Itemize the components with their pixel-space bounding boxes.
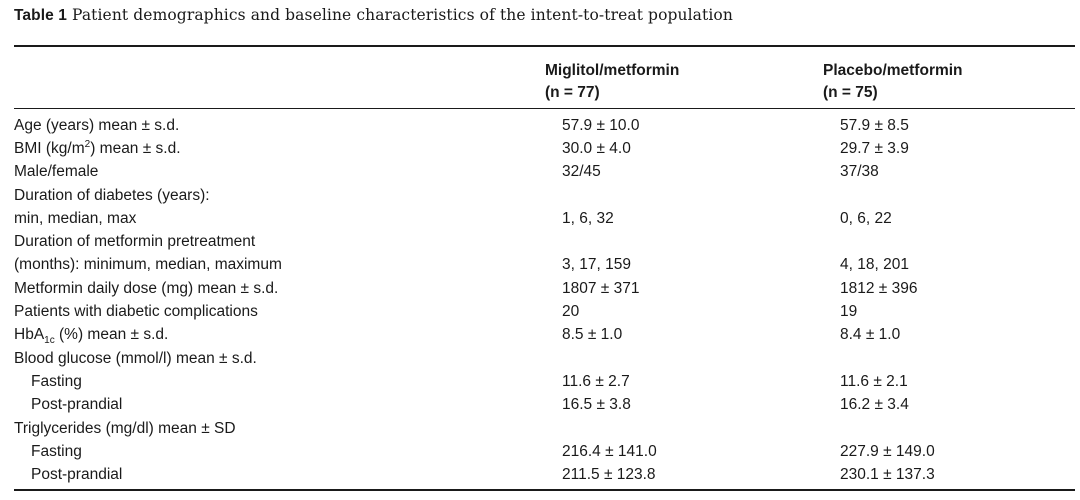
cell-placebo: 11.6 ± 2.1 — [840, 372, 908, 390]
table-caption: Table 1 Patient demographics and baselin… — [14, 6, 733, 25]
cell-miglitol: 20 — [562, 303, 580, 321]
table-row: Patients with diabetic complications 20 … — [14, 300, 1075, 323]
column-header-n: (n = 75) — [823, 84, 878, 101]
row-label-text: (%) mean ± s.d. — [54, 326, 169, 344]
cell-miglitol — [562, 230, 840, 253]
row-label: BMI (kg/m2) mean ± s.d. — [14, 137, 562, 160]
cell-miglitol: 30.0 ± 4.0 — [562, 139, 631, 157]
table-row: Metformin daily dose (mg) mean ± s.d. 18… — [14, 277, 1075, 300]
row-label: Fasting — [31, 442, 82, 460]
cell-miglitol: 8.5 ± 1.0 — [562, 326, 623, 344]
cell-placebo: 57.9 ± 8.5 — [840, 116, 909, 134]
cell-miglitol: 57.9 ± 10.0 — [562, 116, 640, 134]
table-title: Patient demographics and baseline charac… — [72, 6, 733, 24]
cell-miglitol: 32/45 — [562, 163, 601, 181]
table-row: min, median, max 1, 6, 32 0, 6, 22 — [14, 207, 1075, 230]
header-rule — [14, 108, 1075, 109]
cell-placebo — [840, 184, 1075, 207]
cell-placebo: 16.2 ± 3.4 — [840, 396, 909, 414]
cell-placebo — [840, 230, 1075, 253]
row-label: Metformin daily dose (mg) mean ± s.d. — [14, 279, 279, 297]
row-label: Patients with diabetic complications — [14, 303, 258, 321]
cell-placebo: 230.1 ± 137.3 — [840, 466, 935, 484]
table-row: Duration of diabetes (years): — [14, 184, 1075, 207]
table-row: Duration of metformin pretreatment — [14, 230, 1075, 253]
cell-placebo: 4, 18, 201 — [840, 256, 909, 274]
table-row: (months): minimum, median, maximum 3, 17… — [14, 254, 1075, 277]
row-label: Post-prandial — [31, 396, 123, 414]
cell-placebo — [840, 347, 1075, 370]
column-header-name: Placebo/metformin — [823, 62, 963, 79]
row-label: Age (years) mean ± s.d. — [14, 116, 180, 134]
column-header-n: (n = 77) — [545, 84, 600, 101]
cell-miglitol: 3, 17, 159 — [562, 256, 631, 274]
row-label-text: BMI (kg/m — [14, 139, 85, 157]
row-label: Male/female — [14, 163, 99, 181]
cell-placebo: 1812 ± 396 — [840, 279, 918, 297]
row-label: Duration of metformin pretreatment — [14, 233, 256, 251]
bottom-rule — [14, 489, 1075, 491]
cell-placebo: 0, 6, 22 — [840, 209, 892, 227]
row-label-text: HbA — [14, 326, 45, 344]
table-row: Fasting 216.4 ± 141.0 227.9 ± 149.0 — [14, 440, 1075, 463]
row-label: Blood glucose (mmol/l) mean ± s.d. — [14, 349, 257, 367]
cell-miglitol — [562, 417, 840, 440]
cell-placebo: 37/38 — [840, 163, 879, 181]
row-label: Triglycerides (mg/dl) mean ± SD — [14, 419, 236, 437]
column-header-name: Miglitol/metformin — [545, 62, 680, 79]
cell-miglitol — [562, 347, 840, 370]
table-row: Blood glucose (mmol/l) mean ± s.d. — [14, 347, 1075, 370]
row-label: (months): minimum, median, maximum — [14, 256, 282, 274]
cell-miglitol: 211.5 ± 123.8 — [562, 466, 656, 484]
row-label: min, median, max — [14, 209, 137, 227]
cell-miglitol: 216.4 ± 141.0 — [562, 442, 657, 460]
table-row: Age (years) mean ± s.d. 57.9 ± 10.0 57.9… — [14, 114, 1075, 137]
table-row: Post-prandial 211.5 ± 123.8 230.1 ± 137.… — [14, 463, 1075, 486]
table-row: Post-prandial 16.5 ± 3.8 16.2 ± 3.4 — [14, 394, 1075, 417]
row-label: Post-prandial — [31, 466, 123, 484]
table-label: Table 1 — [14, 7, 67, 24]
cell-miglitol: 1, 6, 32 — [562, 209, 614, 227]
row-label: Duration of diabetes (years): — [14, 186, 210, 204]
table-row: Male/female 32/45 37/38 — [14, 161, 1075, 184]
top-rule — [14, 45, 1075, 47]
cell-miglitol — [562, 184, 840, 207]
table-row: Triglycerides (mg/dl) mean ± SD — [14, 417, 1075, 440]
row-label: HbA1c (%) mean ± s.d. — [14, 324, 562, 347]
table-row: Fasting 11.6 ± 2.7 11.6 ± 2.1 — [14, 370, 1075, 393]
cell-miglitol: 11.6 ± 2.7 — [562, 372, 630, 390]
cell-placebo: 19 — [840, 303, 858, 321]
row-label-superscript: 2 — [84, 138, 91, 150]
table-row: HbA1c (%) mean ± s.d. 8.5 ± 1.0 8.4 ± 1.… — [14, 324, 1075, 347]
cell-placebo — [840, 417, 1075, 440]
cell-miglitol: 1807 ± 371 — [562, 279, 640, 297]
cell-placebo: 29.7 ± 3.9 — [840, 139, 909, 157]
row-label: Fasting — [31, 372, 82, 390]
row-label-subscript: 1c — [44, 335, 55, 347]
column-header-miglitol: Miglitol/metformin (n = 77) — [545, 60, 679, 104]
data-table: Age (years) mean ± s.d. 57.9 ± 10.0 57.9… — [14, 114, 1075, 487]
cell-placebo: 227.9 ± 149.0 — [840, 442, 935, 460]
cell-miglitol: 16.5 ± 3.8 — [562, 396, 631, 414]
column-header-placebo: Placebo/metformin (n = 75) — [823, 60, 963, 104]
table-row: BMI (kg/m2) mean ± s.d. 30.0 ± 4.0 29.7 … — [14, 137, 1075, 160]
cell-placebo: 8.4 ± 1.0 — [840, 326, 901, 344]
row-label-text: ) mean ± s.d. — [90, 139, 181, 157]
